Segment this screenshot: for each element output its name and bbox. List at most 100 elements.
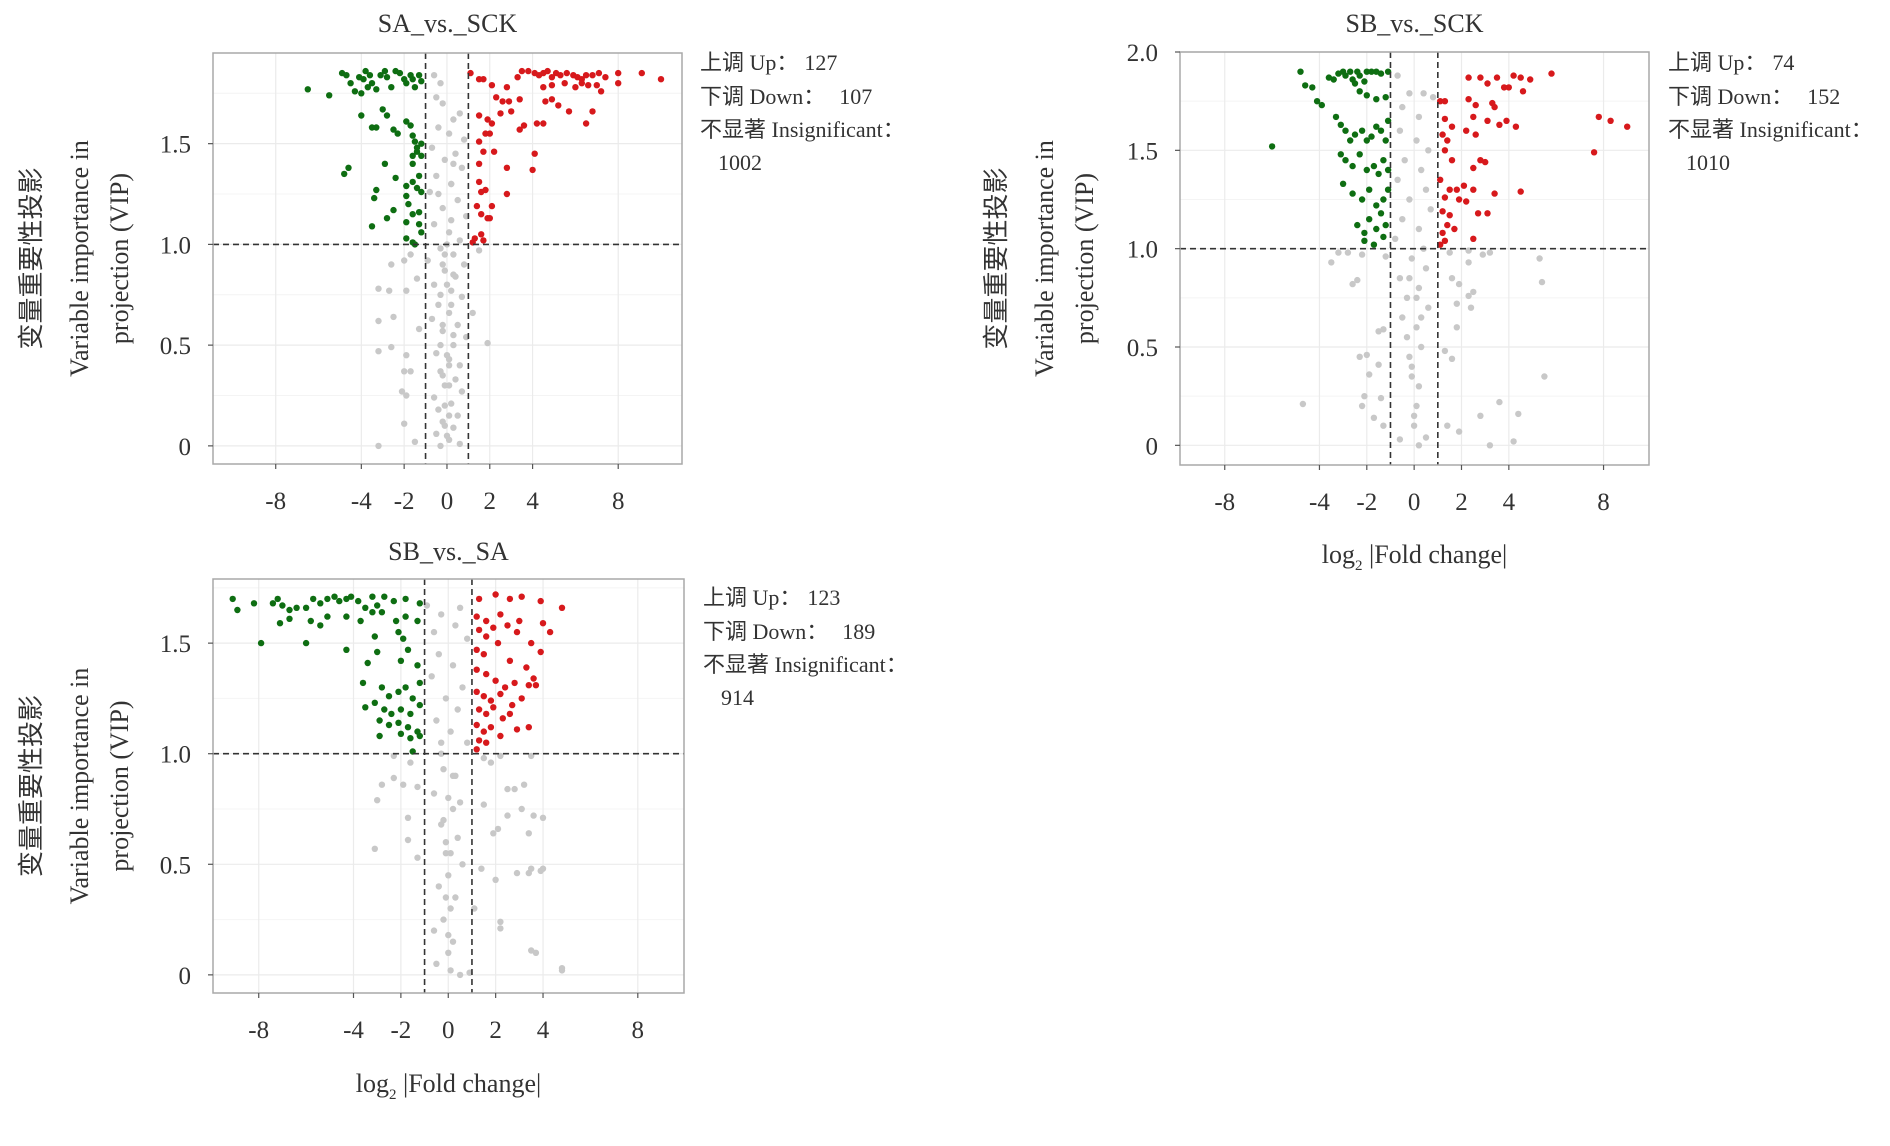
- data-point-insignificant: [433, 430, 440, 437]
- data-point-up: [513, 628, 521, 636]
- data-point-insignificant: [428, 144, 436, 151]
- data-point-insignificant: [1448, 275, 1456, 282]
- data-point-up: [509, 701, 516, 709]
- data-point-insignificant: [435, 301, 442, 308]
- y-axis-label-en: projection (VIP): [1070, 173, 1099, 344]
- data-point-insignificant: [480, 801, 487, 808]
- data-point-insignificant: [1375, 328, 1382, 335]
- legend-insignificant-count: 1002: [718, 150, 762, 175]
- data-point-up: [492, 591, 499, 598]
- data-point-down: [383, 112, 391, 119]
- volcano-panel-2: -8 -4 -2 0 2 4 8 0 0.5 1.0 1.5 2.0 SB_vs._SCK 变量重要性投影…: [982, 9, 1873, 574]
- data-point-down: [397, 657, 405, 664]
- data-point-down: [1363, 137, 1371, 144]
- data-point-up: [487, 724, 495, 731]
- x-tick-label: 4: [1503, 489, 1516, 516]
- data-point-insignificant: [1410, 412, 1418, 419]
- data-point-insignificant: [454, 196, 461, 204]
- y-tick-label: 1.0: [1127, 237, 1158, 264]
- data-point-down: [1373, 123, 1380, 130]
- legend-down: 下调 Down： 189: [703, 619, 875, 644]
- data-point-up: [1500, 84, 1508, 91]
- data-point-insignificant: [1415, 442, 1423, 449]
- data-point-down: [395, 688, 402, 695]
- data-point-insignificant: [1427, 206, 1434, 213]
- series-insignificant: [371, 602, 566, 979]
- data-point-insignificant: [480, 754, 487, 762]
- data-point-up: [511, 679, 518, 687]
- data-point-up: [578, 80, 585, 87]
- data-point-insignificant: [437, 291, 444, 298]
- x-tick-label: 0: [441, 488, 454, 515]
- data-point-down: [1377, 70, 1385, 77]
- data-point-insignificant: [435, 651, 442, 658]
- data-point-up: [483, 710, 490, 718]
- data-point-down: [1297, 68, 1304, 75]
- data-point-insignificant: [539, 814, 547, 821]
- data-point-insignificant: [1394, 72, 1401, 79]
- data-point-down: [286, 615, 293, 622]
- data-point-down: [1382, 137, 1389, 144]
- data-point-down: [1368, 68, 1375, 75]
- data-point-insignificant: [456, 110, 463, 117]
- data-point-down: [371, 699, 378, 706]
- data-point-up: [1491, 103, 1498, 111]
- data-point-insignificant: [1453, 324, 1461, 331]
- data-point-insignificant: [454, 834, 461, 841]
- data-point-insignificant: [1396, 127, 1404, 134]
- y-tick-label: 0.5: [160, 852, 191, 879]
- panel-legend: 上调 Up： 127 下调 Down： 107 不显著 Insignificant： 10…: [700, 50, 905, 175]
- data-point-insignificant: [475, 247, 483, 254]
- data-point-down: [1330, 76, 1337, 83]
- data-point-insignificant: [1408, 363, 1416, 370]
- data-point-up: [478, 211, 485, 218]
- data-point-up: [516, 96, 523, 103]
- data-point-insignificant: [1396, 275, 1404, 282]
- data-point-up: [525, 682, 532, 689]
- data-point-up: [475, 112, 483, 119]
- data-point-up: [540, 84, 547, 91]
- data-point-up: [1474, 210, 1482, 217]
- data-point-up: [487, 697, 495, 704]
- data-point-insignificant: [430, 72, 438, 79]
- data-point-down: [360, 76, 367, 83]
- data-point-down: [407, 735, 414, 742]
- legend-down: 下调 Down： 152: [1668, 84, 1840, 109]
- data-point-insignificant: [401, 368, 408, 375]
- data-point-insignificant: [469, 309, 476, 317]
- data-point-insignificant: [407, 368, 414, 375]
- data-point-down: [1342, 72, 1349, 79]
- data-point-down: [234, 606, 241, 614]
- data-point-insignificant: [426, 188, 433, 196]
- data-point-up: [1460, 182, 1468, 189]
- data-point-insignificant: [1413, 324, 1420, 331]
- legend-down: 下调 Down： 107: [700, 84, 872, 109]
- data-point-insignificant: [504, 812, 511, 819]
- legend-down-label: 下调 Down：: [1668, 84, 1793, 109]
- data-point-down: [358, 112, 365, 119]
- data-point-down: [383, 74, 391, 81]
- data-point-insignificant: [439, 261, 446, 268]
- data-point-insignificant: [1349, 280, 1356, 288]
- data-point-insignificant: [386, 287, 393, 294]
- data-point-up: [478, 188, 485, 196]
- y-axis-label-en: Variable importance in: [1030, 140, 1059, 377]
- data-point-up: [475, 595, 483, 603]
- data-point-up: [1437, 176, 1444, 183]
- x-tick-label: 4: [537, 1017, 550, 1044]
- data-point-down: [1302, 82, 1309, 89]
- data-point-insignificant: [1455, 428, 1463, 435]
- data-point-down: [394, 130, 401, 137]
- data-point-down: [364, 84, 371, 91]
- data-point-down: [409, 152, 416, 159]
- data-point-up: [1477, 157, 1484, 164]
- y-tick-label: 0.5: [1127, 335, 1158, 362]
- data-point-down: [403, 182, 410, 190]
- legend-insignificant-count: 914: [721, 685, 754, 710]
- data-point-up: [597, 88, 605, 95]
- data-point-down: [1382, 94, 1389, 101]
- data-point-insignificant: [1465, 292, 1472, 300]
- data-point-down: [343, 613, 350, 620]
- data-point-up: [1491, 190, 1498, 197]
- data-point-insignificant: [1413, 294, 1420, 301]
